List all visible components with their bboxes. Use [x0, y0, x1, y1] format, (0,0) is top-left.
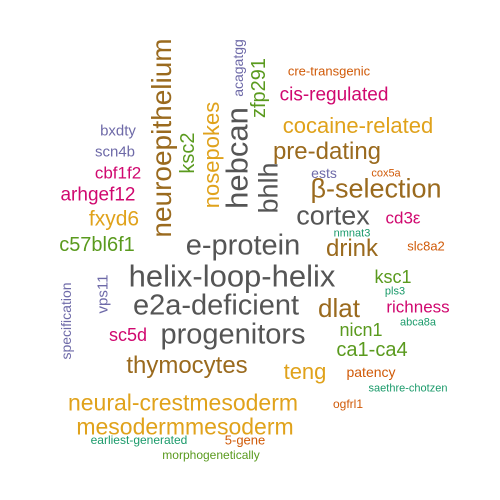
word-sc5d: sc5d: [108, 325, 148, 345]
word-pre-dating: pre-dating: [272, 138, 382, 165]
word-thymocytes: thymocytes: [126, 352, 248, 379]
word-e2a-deficient: e2a-deficient: [132, 289, 300, 322]
word-nmnat3: nmnat3: [333, 227, 371, 240]
word-vps11: vps11: [94, 274, 112, 314]
word-c57bl6f1: c57bl6f1: [59, 234, 135, 256]
word-hebcan: hebcan: [219, 107, 255, 209]
word-e-protein: e-protein: [185, 229, 301, 262]
word-cortex: cortex: [296, 200, 370, 231]
word-ogfrl1: ogfrl1: [332, 397, 364, 411]
word-pls3: pls3: [384, 285, 406, 298]
word-cocaine-related: cocaine-related: [282, 113, 434, 138]
word-zfp291: zfp291: [248, 57, 270, 119]
word-cre-transgenic: cre-transgenic: [287, 63, 371, 79]
word-nicn1: nicn1: [339, 320, 383, 340]
word-helix-loop-helix: helix-loop-helix: [128, 258, 336, 294]
word-5-gene: 5-gene: [224, 432, 266, 448]
word-cbf1f2: cbf1f2: [94, 163, 142, 183]
word-bhlh: bhlh: [253, 162, 284, 214]
word-saethre-chotzen: saethre-chotzen: [368, 382, 448, 395]
word-ksc2: ksc2: [177, 132, 199, 174]
word-arhgef12: arhgef12: [60, 184, 136, 206]
word-earliest-generated: earliest-generated: [90, 433, 188, 447]
word-nosepokes: nosepokes: [199, 101, 224, 209]
word-patency: patency: [346, 364, 396, 380]
word-cis-regulated: cis-regulated: [279, 84, 389, 106]
word-specification: specification: [58, 282, 74, 360]
word-neuroepithelium: neuroepithelium: [146, 38, 177, 238]
word-morphogenetically: morphogenetically: [162, 448, 260, 462]
word-ksc1: ksc1: [374, 267, 412, 287]
word-cox5a: cox5a: [371, 167, 401, 180]
word-abca8a: abca8a: [399, 316, 437, 329]
word-drink: drink: [325, 235, 379, 262]
word-teng: teng: [283, 359, 327, 384]
word-dlat: dlat: [318, 293, 360, 323]
word-beta-selection: β-selection: [310, 173, 442, 204]
word-slc8a2: slc8a2: [407, 238, 445, 254]
word-cd3e: cd3ε: [385, 208, 421, 228]
word-progenitors: progenitors: [160, 318, 306, 351]
word-ests: ests: [311, 165, 337, 181]
word-richness: richness: [386, 297, 450, 317]
word-bxdty: bxdty: [100, 122, 136, 140]
word-scn4b: scn4b: [94, 143, 136, 161]
word-neural-crestmesoderm: neural-crestmesoderm: [67, 389, 299, 416]
word-ca1-ca4: ca1-ca4: [336, 339, 408, 361]
word-acagatgg: acagatgg: [230, 39, 246, 97]
word-fxyd6: fxyd6: [88, 207, 140, 231]
word-mesodermmesoderm: mesodermmesoderm: [76, 413, 294, 440]
